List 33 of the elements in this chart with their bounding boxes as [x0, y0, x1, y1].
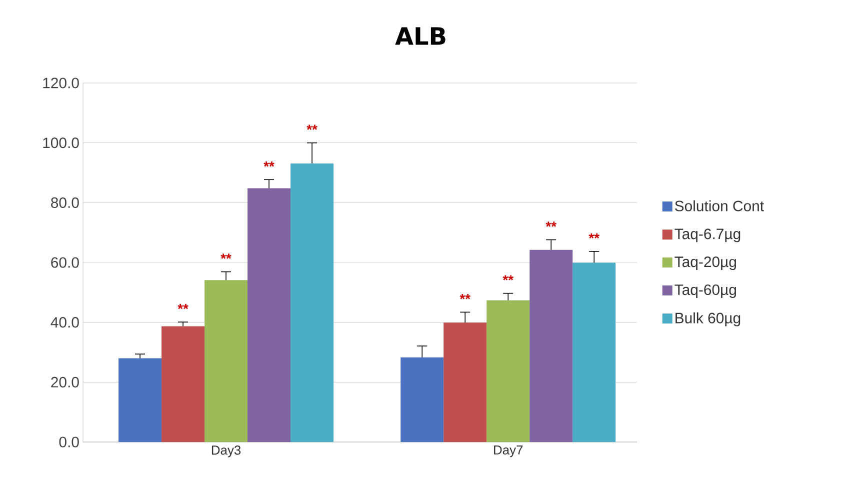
bar: [486, 300, 530, 442]
bar: [290, 163, 334, 442]
data-label: **: [306, 124, 318, 130]
bar: [444, 322, 487, 442]
data-label: **: [546, 222, 557, 227]
legend-label: Bulk 60µg: [676, 312, 740, 326]
data-label: **: [220, 254, 232, 259]
legend-label: Taq-60µg: [674, 284, 736, 298]
legend-label: Taq-20µg: [674, 256, 736, 270]
y-tick-label: 0.0: [59, 436, 79, 448]
data-label: **: [264, 162, 274, 167]
x-tick-label: Day3: [212, 446, 241, 458]
chart-title: ALB: [395, 27, 446, 45]
bar: [248, 188, 291, 442]
y-tick-label: 80.0: [51, 197, 79, 208]
x-tick-label: Day7: [494, 446, 523, 458]
data-label: **: [588, 233, 600, 239]
legend-label: Solution Cont: [675, 200, 764, 212]
data-label: **: [178, 304, 188, 310]
bar: [118, 358, 162, 442]
bar: [400, 357, 444, 442]
bar: [530, 250, 573, 442]
bar: [204, 280, 248, 442]
data-label: **: [502, 275, 514, 280]
y-tick-label: 60.0: [51, 257, 79, 268]
y-tick-label: 20.0: [51, 376, 79, 388]
y-tick-label: 100.0: [43, 138, 79, 148]
bar: [572, 262, 616, 442]
y-tick-label: 120.0: [43, 78, 79, 88]
bar: [162, 326, 205, 442]
data-label: **: [460, 294, 471, 300]
legend-label: Taq-6.7µg: [674, 228, 740, 242]
y-tick-label: 40.0: [50, 317, 79, 328]
